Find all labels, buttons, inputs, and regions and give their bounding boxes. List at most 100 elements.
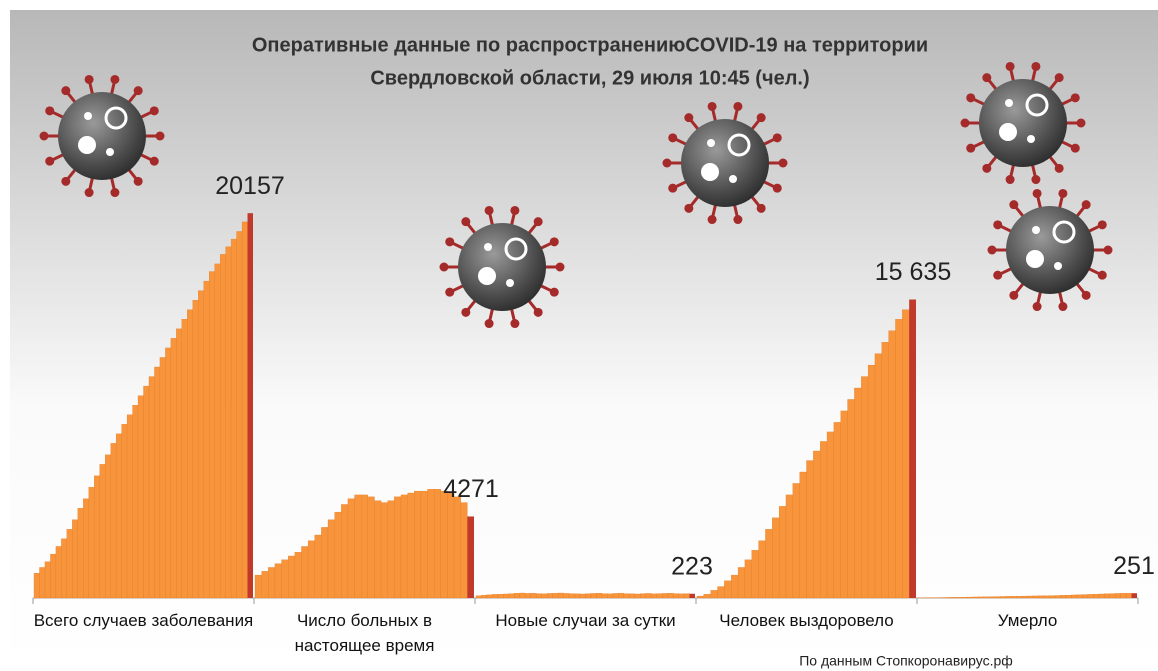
bar xyxy=(34,573,39,598)
bar xyxy=(394,497,401,598)
bar xyxy=(967,597,972,598)
virus-spike-tip xyxy=(150,106,159,115)
bar xyxy=(558,593,563,598)
bar xyxy=(889,331,896,598)
bar xyxy=(731,575,738,598)
virus-spot xyxy=(729,175,737,183)
bar xyxy=(94,476,99,598)
virus-spike-tip xyxy=(733,102,742,111)
virus-spike-tip xyxy=(982,164,991,173)
virus-spike-tip xyxy=(85,188,94,197)
virus-spike-tip xyxy=(1082,291,1091,300)
bar xyxy=(882,342,889,598)
virus-spike-tip xyxy=(1006,62,1015,71)
bar xyxy=(78,508,83,598)
bar xyxy=(520,593,525,598)
bar xyxy=(793,483,800,598)
bar xyxy=(1110,594,1115,598)
bar xyxy=(288,556,295,598)
bar xyxy=(165,348,170,598)
bar xyxy=(1099,594,1104,598)
bar xyxy=(684,594,689,598)
bar xyxy=(547,593,552,598)
bar xyxy=(525,593,530,598)
bar xyxy=(1060,595,1065,598)
bar xyxy=(640,594,645,598)
virus-spike-tip xyxy=(85,75,94,84)
bar xyxy=(492,594,497,598)
bar xyxy=(895,319,902,598)
bar xyxy=(711,590,718,598)
bar xyxy=(467,516,474,598)
bar xyxy=(909,300,916,598)
virus-spike-tip xyxy=(134,86,143,95)
bar xyxy=(275,564,282,598)
bar xyxy=(607,594,612,598)
bar xyxy=(328,520,335,598)
bar xyxy=(951,597,956,598)
x-tick-label: Человек выздоровело xyxy=(696,608,917,633)
bar xyxy=(945,597,950,598)
virus-spike-tip xyxy=(134,177,143,186)
bar xyxy=(820,441,827,598)
bar xyxy=(553,593,558,598)
virus-spot xyxy=(1032,226,1040,234)
bar xyxy=(1017,596,1022,598)
bar xyxy=(182,319,187,598)
bar xyxy=(193,300,198,598)
bar xyxy=(171,338,176,598)
bar xyxy=(56,546,61,598)
bar xyxy=(868,365,875,598)
virus-spot xyxy=(106,148,114,156)
virus-body xyxy=(58,92,146,180)
bar xyxy=(481,595,486,598)
bar xyxy=(651,594,656,598)
bar xyxy=(854,388,861,598)
virus-spike-tip xyxy=(1098,220,1107,229)
bar xyxy=(1038,596,1043,598)
bar xyxy=(575,594,580,598)
virus-spot xyxy=(478,267,496,285)
bar xyxy=(198,291,203,598)
bar xyxy=(580,594,585,598)
virus-spot xyxy=(1026,250,1044,268)
bar xyxy=(629,594,634,598)
bar xyxy=(160,357,165,598)
bar xyxy=(100,464,105,598)
virus-spike-tip xyxy=(485,206,494,215)
virus-spot xyxy=(84,112,92,120)
bar xyxy=(772,518,779,598)
bar xyxy=(242,222,247,598)
bar xyxy=(401,495,408,598)
virus-spot xyxy=(701,163,719,181)
virus-spike-tip xyxy=(556,263,565,272)
bar xyxy=(441,491,448,598)
bar xyxy=(1126,593,1131,598)
virus-spike-tip xyxy=(1104,246,1113,255)
virus-spike-tip xyxy=(966,144,975,153)
bar xyxy=(262,571,269,598)
bar xyxy=(204,281,209,598)
virus-spike-tip xyxy=(550,237,559,246)
bar xyxy=(1055,596,1060,598)
virus-spike-tip xyxy=(1009,200,1018,209)
bar xyxy=(39,567,44,598)
bar xyxy=(476,596,481,598)
bar xyxy=(1132,593,1137,598)
category-label-box: Число больных в настоящее время xyxy=(254,608,475,662)
bar xyxy=(461,503,468,598)
bar xyxy=(105,455,110,598)
bar xyxy=(144,386,149,598)
bar xyxy=(1022,596,1027,598)
virus-spike-tip xyxy=(708,215,717,224)
virus-spike-tip xyxy=(61,177,70,186)
bar xyxy=(861,377,868,598)
bar xyxy=(122,424,127,598)
virus-spike-tip xyxy=(40,132,49,141)
bar xyxy=(154,367,159,598)
bar xyxy=(875,354,882,598)
value-label: 20157 xyxy=(215,172,285,200)
virus-spike-tip xyxy=(733,215,742,224)
chart: Оперативные данные по распространениюCOV… xyxy=(0,0,1158,671)
bar xyxy=(1093,594,1098,598)
